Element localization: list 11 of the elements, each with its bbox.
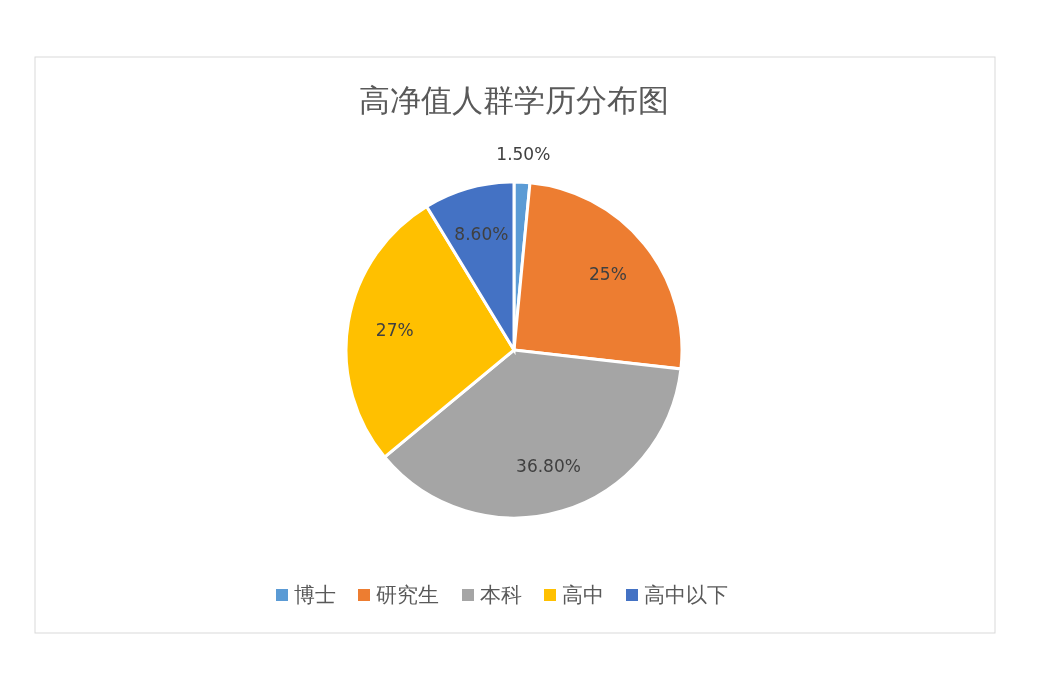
legend-label: 高中 [562,583,604,607]
legend-label: 研究生 [376,583,439,607]
legend-label: 本科 [480,583,522,607]
data-label: 8.60% [454,223,509,244]
chart-title: 高净值人群学历分布图 [359,82,669,118]
legend-label: 高中以下 [644,583,728,607]
data-label: 36.80% [516,455,581,476]
data-label: 1.50% [496,144,551,165]
data-label: 25% [589,263,627,284]
data-label: 27% [375,319,414,340]
legend-label: 博士 [294,583,336,607]
